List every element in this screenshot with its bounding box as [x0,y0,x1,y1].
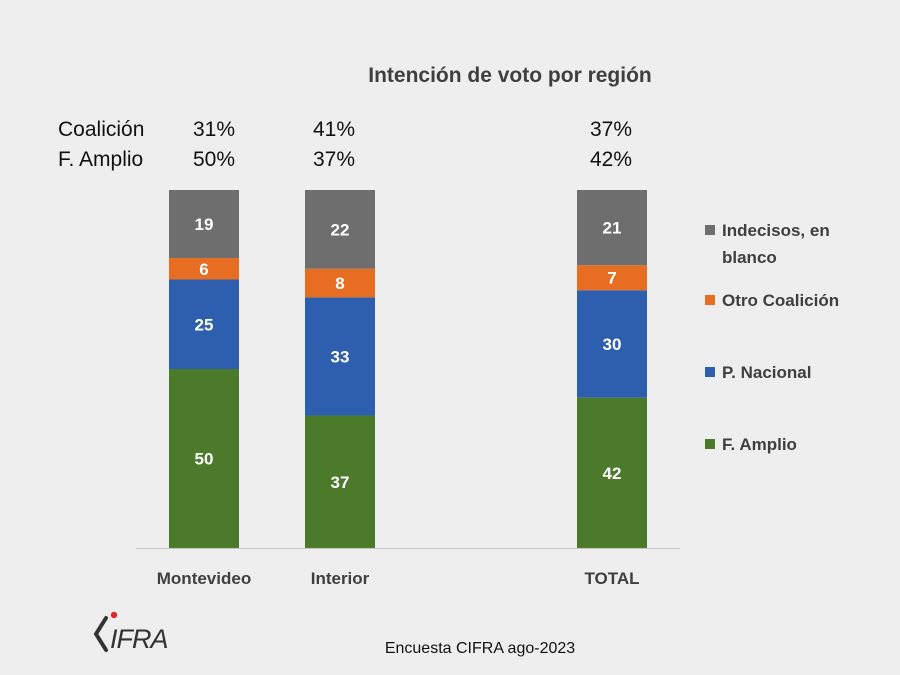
bar-segment [577,265,647,291]
legend-swatch [705,367,715,377]
data-label: 22 [331,220,350,239]
summary-coalicion-total: 37% [590,118,633,141]
cifra-logo: IFRA [93,611,169,654]
bar-segment [577,397,647,548]
legend-label-line2: blanco [722,248,777,267]
bar-segment [169,369,239,548]
bar-segment [169,190,239,259]
data-label: 42 [603,464,622,483]
bar-segment [305,415,375,548]
bar-segment [577,190,647,266]
legend-swatch [705,439,715,449]
summary-coalicion-montevideo: 31% [193,118,236,141]
data-label: 7 [607,269,616,288]
bar-segment [305,297,375,416]
data-label: 19 [195,215,214,234]
data-label: 21 [603,219,622,238]
data-label: 33 [331,347,350,366]
summary-row-label-coalicion: Coalición [58,118,145,141]
data-label: 8 [335,274,344,293]
data-label: 6 [199,260,208,279]
legend-label: Indecisos, en [722,221,830,240]
data-label: 50 [195,450,214,469]
legend-swatch [705,295,715,305]
source-note: Encuesta CIFRA ago-2023 [384,640,576,657]
legend-label: P. Nacional [722,363,811,382]
svg-text:IFRA: IFRA [110,624,168,654]
summary-famplio-total: 42% [590,148,633,171]
bar-segment [305,190,375,269]
summary-row-label-famplio: F. Amplio [58,148,144,171]
bar-segment [305,268,375,298]
legend-label: Otro Coalición [722,291,839,310]
data-label: 37 [331,473,350,492]
chart-title: Intención de voto por región [368,64,652,87]
summary-famplio-montevideo: 50% [193,148,236,171]
bar-segment [169,279,239,369]
x-tick-label: TOTAL [584,569,639,588]
summary-famplio-interior: 37% [313,148,356,171]
summary-coalicion-interior: 41% [313,118,356,141]
x-tick-label: Montevideo [157,569,251,588]
legend-swatch [705,225,715,235]
legend-label: F. Amplio [722,435,797,454]
x-tick-label: Interior [311,569,370,588]
data-label: 30 [603,335,622,354]
bar-segment [577,290,647,398]
bar-segment [169,258,239,280]
data-label: 25 [195,315,214,334]
